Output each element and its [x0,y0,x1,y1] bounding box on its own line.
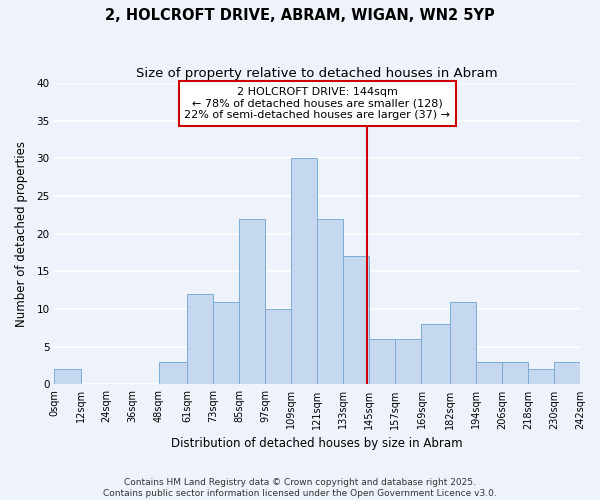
X-axis label: Distribution of detached houses by size in Abram: Distribution of detached houses by size … [172,437,463,450]
Bar [55,370,80,384]
Bar [265,309,291,384]
Bar [291,158,317,384]
Bar [528,370,554,384]
Bar [239,218,265,384]
Bar [476,362,502,384]
Bar [554,362,580,384]
Bar [213,302,239,384]
Bar [187,294,213,384]
Bar [502,362,528,384]
Bar [317,218,343,384]
Bar [370,339,395,384]
Bar [158,362,187,384]
Bar [343,256,370,384]
Bar [580,377,600,384]
Text: Contains HM Land Registry data © Crown copyright and database right 2025.
Contai: Contains HM Land Registry data © Crown c… [103,478,497,498]
Y-axis label: Number of detached properties: Number of detached properties [15,140,28,326]
Bar [421,324,449,384]
Text: 2 HOLCROFT DRIVE: 144sqm
← 78% of detached houses are smaller (128)
22% of semi-: 2 HOLCROFT DRIVE: 144sqm ← 78% of detach… [184,87,450,120]
Bar [395,339,421,384]
Text: 2, HOLCROFT DRIVE, ABRAM, WIGAN, WN2 5YP: 2, HOLCROFT DRIVE, ABRAM, WIGAN, WN2 5YP [105,8,495,22]
Bar [449,302,476,384]
Title: Size of property relative to detached houses in Abram: Size of property relative to detached ho… [136,68,498,80]
